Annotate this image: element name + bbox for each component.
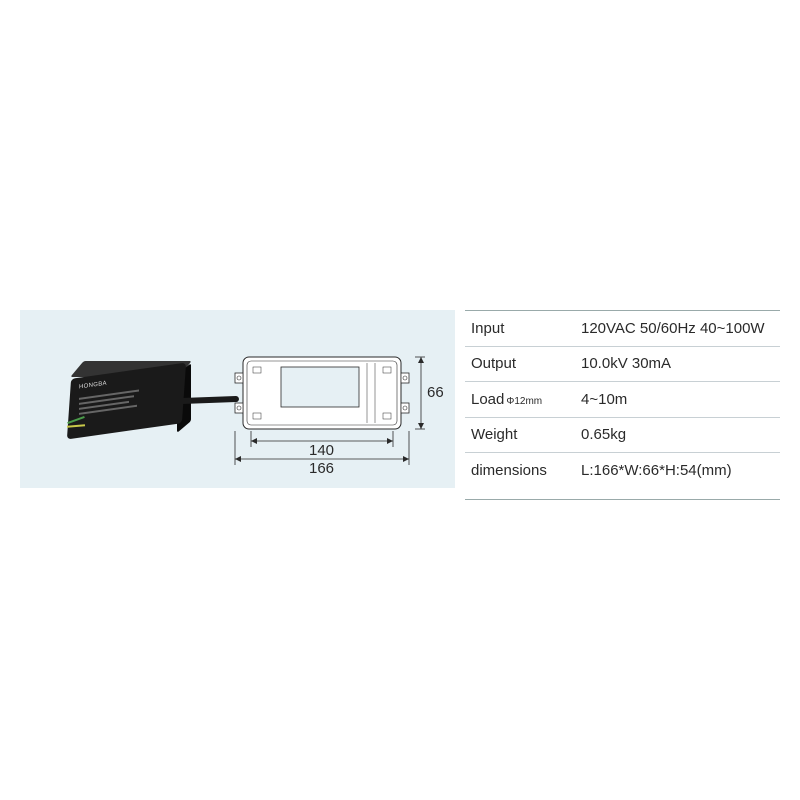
dim-inner-width: 140 (309, 442, 334, 459)
spec-value: 120VAC 50/60Hz 40~100W (577, 320, 780, 337)
spec-label: Output (465, 355, 577, 372)
diagram-panel: HONGBA (20, 310, 455, 488)
spec-label: dimensions (465, 462, 577, 479)
spec-value: 10.0kV 30mA (577, 355, 780, 372)
output-cable (179, 396, 239, 404)
spec-row-load: LoadΦ12mm 4~10m (465, 382, 780, 418)
spec-row-output: Output 10.0kV 30mA (465, 347, 780, 383)
product-spec-container: HONGBA (20, 310, 780, 500)
product-photo: HONGBA (49, 359, 209, 449)
spec-label: Weight (465, 426, 577, 443)
spec-value: L:166*W:66*H:54(mm) (577, 462, 780, 479)
dim-outer-width: 166 (309, 460, 334, 477)
spec-label: Input (465, 320, 577, 337)
dimension-drawing: 66 140 166 (233, 339, 443, 479)
dim-height: 66 (427, 384, 443, 401)
spec-value: 4~10m (577, 391, 780, 408)
spec-row-input: Input 120VAC 50/60Hz 40~100W (465, 311, 780, 347)
spec-table: Input 120VAC 50/60Hz 40~100W Output 10.0… (465, 310, 780, 500)
spec-sublabel: Φ12mm (506, 396, 542, 407)
spec-row-dimensions: dimensions L:166*W:66*H:54(mm) (465, 453, 780, 489)
spec-row-weight: Weight 0.65kg (465, 418, 780, 454)
spec-label: LoadΦ12mm (465, 391, 577, 408)
spec-value: 0.65kg (577, 426, 780, 443)
